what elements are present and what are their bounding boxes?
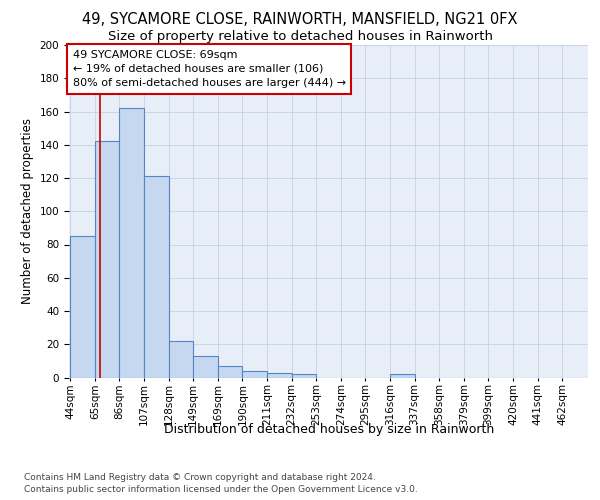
Bar [119, 108, 144, 378]
Text: Contains HM Land Registry data © Crown copyright and database right 2024.: Contains HM Land Registry data © Crown c… [24, 472, 376, 482]
Bar [267, 372, 292, 378]
Bar [95, 142, 119, 378]
Text: Distribution of detached houses by size in Rainworth: Distribution of detached houses by size … [164, 422, 494, 436]
Text: 49, SYCAMORE CLOSE, RAINWORTH, MANSFIELD, NG21 0FX: 49, SYCAMORE CLOSE, RAINWORTH, MANSFIELD… [82, 12, 518, 28]
Bar [193, 356, 218, 378]
Bar [169, 341, 193, 378]
Y-axis label: Number of detached properties: Number of detached properties [21, 118, 34, 304]
Bar [242, 371, 267, 378]
Text: 49 SYCAMORE CLOSE: 69sqm
← 19% of detached houses are smaller (106)
80% of semi-: 49 SYCAMORE CLOSE: 69sqm ← 19% of detach… [73, 50, 346, 88]
Bar [144, 176, 169, 378]
Bar [70, 236, 95, 378]
Bar [218, 366, 242, 378]
Bar [390, 374, 415, 378]
Bar [292, 374, 316, 378]
Text: Size of property relative to detached houses in Rainworth: Size of property relative to detached ho… [107, 30, 493, 43]
Text: Contains public sector information licensed under the Open Government Licence v3: Contains public sector information licen… [24, 485, 418, 494]
